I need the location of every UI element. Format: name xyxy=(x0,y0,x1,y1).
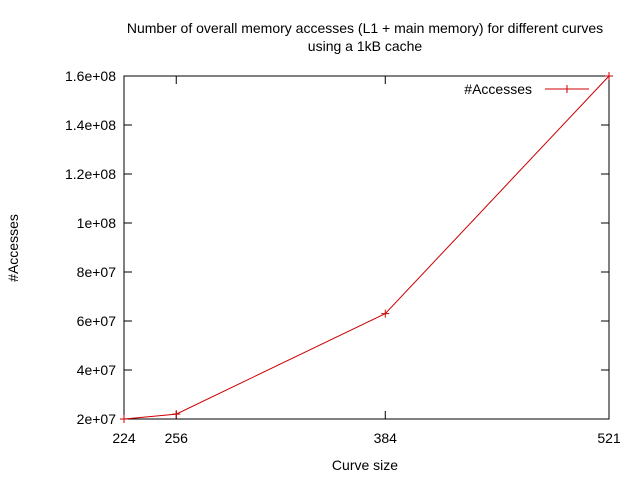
x-axis-label: Curve size xyxy=(332,457,398,473)
legend: #Accesses xyxy=(464,81,589,97)
legend-label: #Accesses xyxy=(464,81,532,97)
series-line xyxy=(123,75,610,420)
x-tick-label: 384 xyxy=(374,430,398,446)
y-tick-label: 1.4e+08 xyxy=(65,117,116,133)
data-point xyxy=(120,415,128,423)
y-tick-label: 1.2e+08 xyxy=(65,166,116,182)
y-tick-label: 1.6e+08 xyxy=(65,68,116,84)
series-group xyxy=(120,72,613,423)
y-tick-label: 4e+07 xyxy=(77,362,117,378)
y-tick-label: 1e+08 xyxy=(77,215,117,231)
plot-frame xyxy=(123,75,610,420)
x-tick-label: 256 xyxy=(165,430,189,446)
x-tick-label: 224 xyxy=(112,430,136,446)
data-point xyxy=(381,309,390,318)
chart-title-line2: using a 1kB cache xyxy=(308,38,423,54)
data-point xyxy=(605,72,613,80)
data-point xyxy=(172,410,181,419)
x-tick-label: 521 xyxy=(597,430,621,446)
y-axis-label: #Accesses xyxy=(5,214,21,282)
chart-title-line1: Number of overall memory accesses (L1 + … xyxy=(127,20,603,36)
x-axis-ticks: 224 256 384 521 xyxy=(112,76,621,446)
y-tick-label: 6e+07 xyxy=(77,313,117,329)
y-tick-label: 2e+07 xyxy=(77,411,117,427)
y-tick-label: 8e+07 xyxy=(77,264,117,280)
y-axis-ticks: 2e+07 4e+07 6e+07 8e+07 1e+08 1.2e+08 1.4e+08 1… xyxy=(65,68,609,427)
